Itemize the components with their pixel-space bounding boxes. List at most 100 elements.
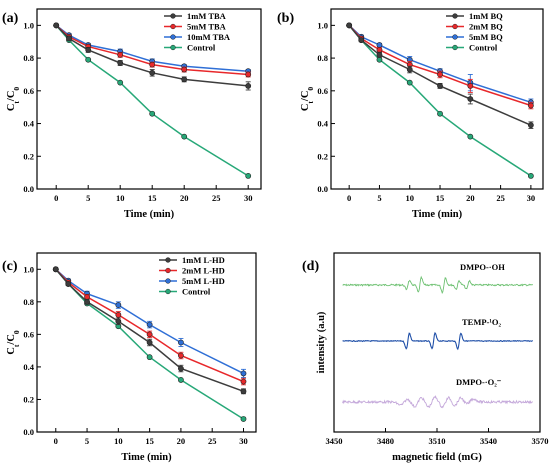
x-tick-label: 3480 — [377, 436, 394, 446]
legend-swatch-marker — [165, 278, 171, 284]
plot-frame — [333, 252, 541, 433]
legend-label: 1mM TBA — [187, 11, 227, 21]
y-axis-label-part: /C — [6, 91, 17, 103]
x-tick-label: 20 — [177, 436, 186, 446]
x-tick-label: 15 — [145, 436, 154, 446]
x-axis-label: Time (min) — [412, 209, 463, 220]
plot-frame — [36, 8, 262, 190]
y-axis-label-part: 0 — [12, 330, 21, 334]
y-axis-label: Ct/C0 — [6, 87, 21, 112]
x-axis-label: magnetic field (mG) — [392, 452, 482, 463]
y-tick-label: 0.0 — [23, 184, 34, 194]
y-axis-label-part: C — [300, 104, 311, 112]
data-point — [181, 133, 188, 140]
data-point — [178, 352, 184, 359]
data-point — [346, 22, 353, 29]
epr-spectrum-line — [342, 395, 534, 409]
data-point — [376, 47, 383, 53]
y-tick-label: 0.0 — [317, 184, 328, 194]
data-point — [178, 365, 184, 372]
data-point — [376, 42, 383, 48]
panel-b: (b) 0.0 0.2 0.4 0.6 0.8 1.0 0 5 10 15 20 25 30 Time (m… — [277, 8, 544, 220]
epr-spectrum-label: DMPO-·O₂⁻ — [456, 377, 502, 387]
y-tick-label: 0.8 — [317, 53, 328, 63]
x-axis-label: Time (min) — [121, 452, 172, 463]
data-point — [178, 339, 184, 346]
legend-label: 5mM L-HD — [182, 276, 225, 286]
x-tick-label: 3510 — [429, 436, 446, 446]
y-tick-label: 1.0 — [23, 264, 34, 274]
data-point — [467, 83, 474, 89]
panel-a: (a) 0.0 0.2 0.4 0.6 0.8 1.0 0 5 10 15 20 25 30 Time (m… — [2, 8, 262, 220]
y-tick-label: 0.4 — [317, 119, 328, 129]
data-point — [66, 35, 72, 42]
data-point — [181, 76, 188, 83]
data-point — [146, 331, 153, 338]
data-point — [406, 66, 413, 73]
data-point — [149, 110, 156, 117]
data-point — [240, 388, 247, 395]
x-tick-label: 30 — [239, 436, 248, 446]
panel-letter: (d) — [302, 259, 319, 274]
x-tick-label: 0 — [54, 193, 58, 203]
x-tick-label: 25 — [496, 193, 505, 203]
panel-c: (c) 0.0 0.2 0.4 0.6 0.8 1.0 0 5 10 15 20 25 30 Time (m… — [2, 252, 257, 463]
y-tick-label: 0.8 — [23, 297, 34, 307]
x-tick-label: 30 — [527, 193, 536, 203]
legend-label: 2mM BQ — [469, 22, 503, 32]
y-axis-label-part: t — [306, 101, 315, 104]
epr-spectrum-label: TEMP-¹O₂ — [462, 317, 502, 327]
data-point — [178, 377, 184, 383]
y-axis-label-part: C — [6, 104, 17, 112]
data-point — [181, 66, 188, 73]
data-point — [53, 22, 60, 29]
legend-label: 5mM TBA — [187, 22, 227, 32]
x-tick-label: 5 — [377, 193, 381, 203]
legend-swatch-marker — [165, 288, 171, 295]
y-axis-label-part: /C — [6, 334, 17, 346]
plot-frame — [330, 8, 544, 190]
data-point — [245, 71, 252, 78]
panel-letter: (b) — [277, 11, 294, 26]
data-point — [245, 83, 252, 89]
x-tick-label: 0 — [347, 193, 351, 203]
legend-swatch-marker — [452, 13, 458, 19]
epr-spectrum-label: DMPO-·OH — [460, 262, 505, 272]
epr-spectrum-line — [342, 331, 533, 351]
x-tick-label: 10 — [116, 193, 125, 203]
data-point — [146, 354, 153, 361]
legend-swatch-marker — [452, 44, 458, 51]
data-point — [115, 302, 122, 308]
data-point — [84, 298, 90, 305]
x-tick-label: 5 — [86, 193, 90, 203]
data-point — [245, 173, 252, 179]
epr-spectrum-line — [342, 275, 534, 295]
data-point — [115, 311, 122, 318]
panel-letter: (c) — [2, 259, 18, 274]
x-tick-label: 15 — [148, 193, 157, 203]
data-point — [117, 79, 124, 86]
x-tick-label: 20 — [466, 193, 475, 203]
y-tick-label: 0.6 — [23, 329, 34, 339]
data-point — [467, 96, 474, 102]
y-axis-label: Ct/C0 — [300, 87, 315, 112]
y-axis-label-part: t — [12, 344, 21, 347]
y-tick-label: 0.2 — [317, 151, 328, 161]
data-point — [240, 378, 247, 385]
data-point — [85, 47, 92, 53]
legend-label: Control — [187, 43, 216, 53]
x-tick-label: 25 — [212, 193, 221, 203]
legend-label: 1mM L-HD — [182, 255, 225, 265]
y-axis-label-part: 0 — [12, 87, 21, 91]
legend-label: Control — [182, 287, 211, 297]
legend-swatch-marker — [170, 34, 176, 40]
y-axis-label-part: t — [12, 101, 21, 104]
legend-label: 2mM L-HD — [182, 266, 225, 276]
x-tick-label: 3540 — [480, 436, 497, 446]
y-tick-label: 0.8 — [23, 53, 34, 63]
y-tick-label: 0.2 — [23, 394, 34, 404]
x-tick-label: 15 — [436, 193, 445, 203]
data-point — [240, 370, 247, 377]
legend-label: 10mM TBA — [187, 32, 231, 42]
y-tick-label: 0.6 — [317, 86, 328, 96]
